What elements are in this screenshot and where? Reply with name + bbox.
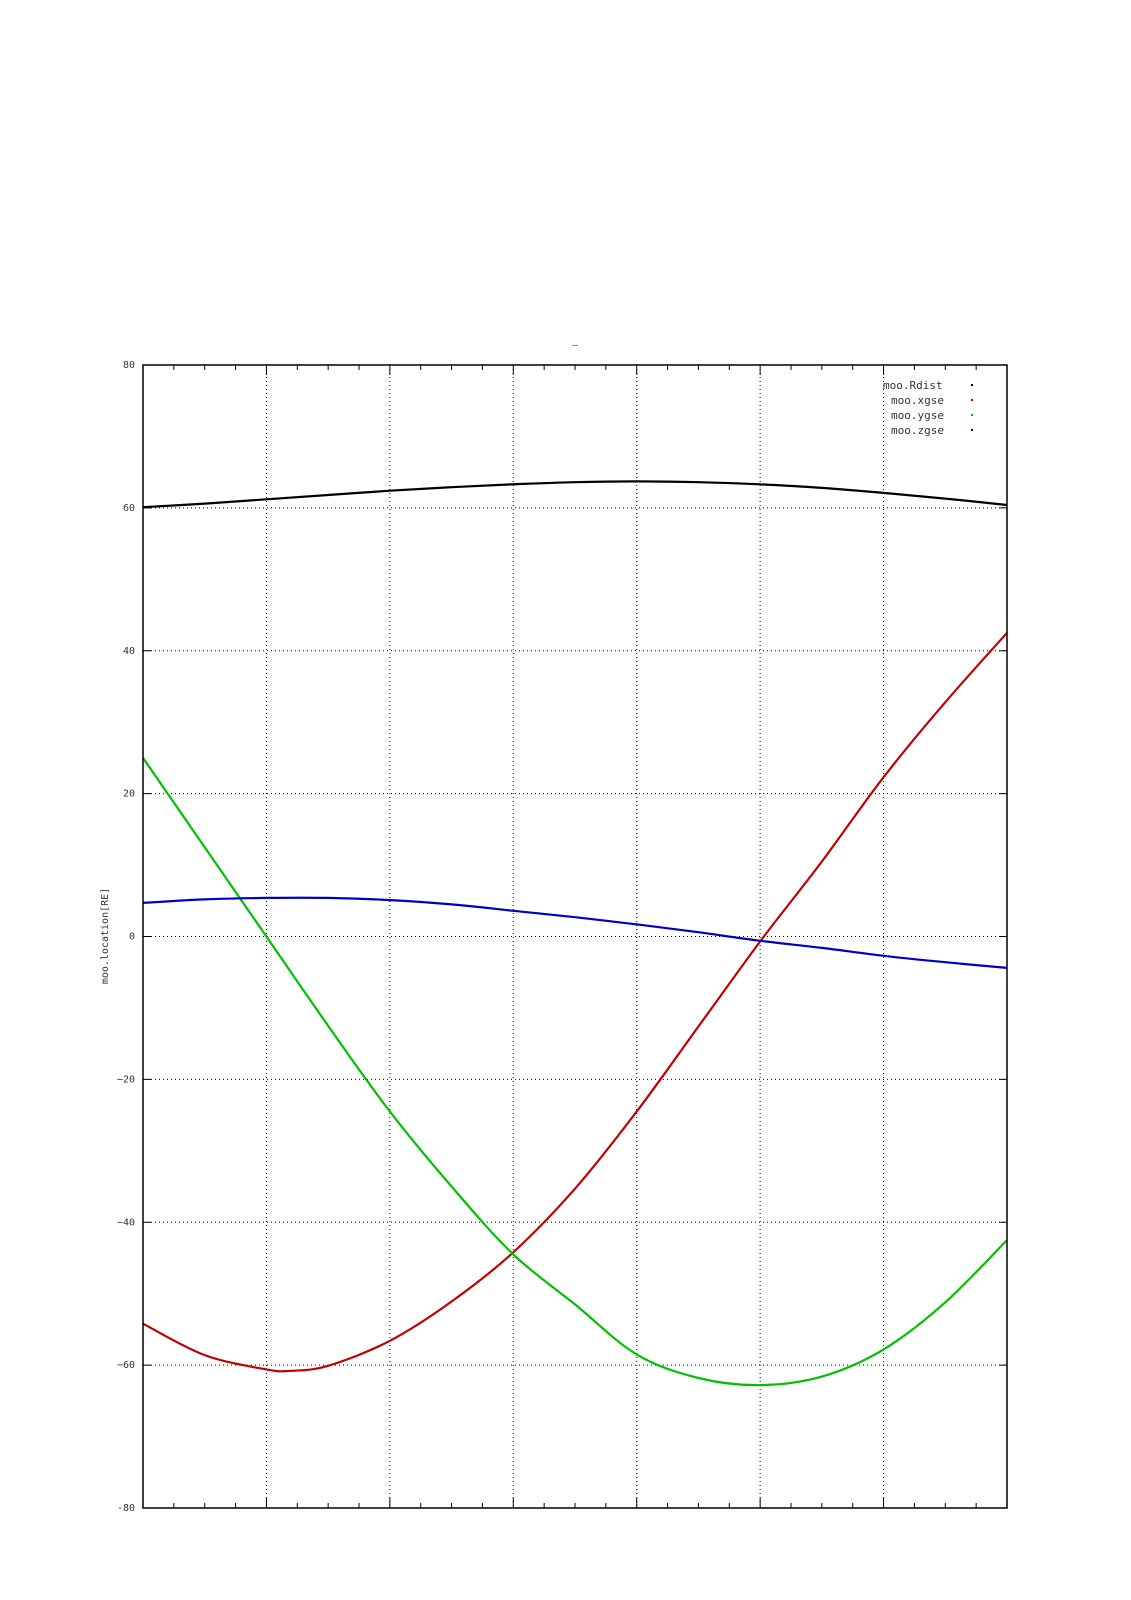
legend-label: moo.xgse [891, 394, 944, 407]
y-tick-label: 20 [123, 789, 135, 800]
legend-label: moo.zgse [891, 424, 944, 437]
y-axis-label: moo.location[RE] [100, 888, 111, 984]
ticks [143, 365, 1007, 1508]
y-tick-label: -80 [117, 1503, 135, 1514]
plot-frame [142, 364, 1008, 1509]
series-line-moo-rdist [142, 480, 1008, 509]
y-tick-labels: -80 −60 −40 −20 0 20 40 60 80 [117, 360, 135, 1514]
series-line-moo-ygse [142, 757, 1008, 1387]
legend-label: moo.Rdist [883, 379, 943, 392]
y-tick-label: −20 [117, 1074, 135, 1085]
y-tick-label: 80 [123, 360, 135, 371]
legend-swatch [971, 414, 973, 416]
series-line-moo-zgse [142, 896, 1008, 969]
legend-label: moo.ygse [891, 409, 944, 422]
legend-swatch [971, 399, 973, 401]
y-tick-label: 0 [129, 932, 135, 943]
series-line-moo-xgse [142, 632, 1008, 1373]
grid [143, 365, 1007, 1508]
legend-swatch [971, 429, 973, 431]
legend-swatch [971, 384, 973, 386]
y-tick-label: −40 [117, 1217, 135, 1228]
y-tick-label: 60 [123, 503, 135, 514]
legend: moo.Rdist moo.xgse moo.ygse moo.zgse [883, 379, 973, 437]
y-tick-label: −60 [117, 1360, 135, 1371]
y-tick-label: 40 [123, 646, 135, 657]
chart-title: – [572, 340, 579, 351]
series-group [142, 480, 1008, 1387]
